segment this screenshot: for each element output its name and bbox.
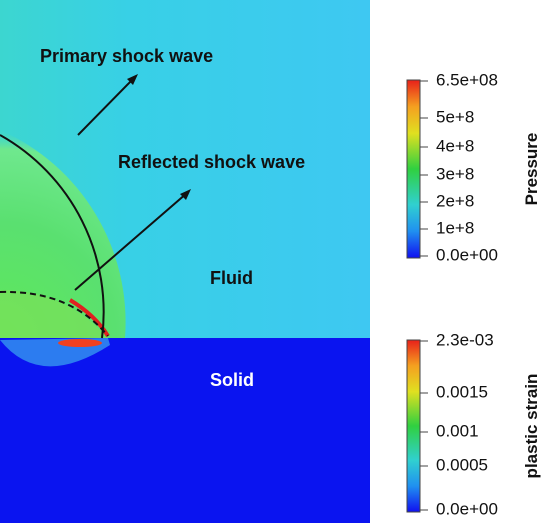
tick-label: 0.0005 xyxy=(436,455,488,474)
colorbar xyxy=(406,79,421,259)
primary-front xyxy=(0,134,105,339)
colorbar-title: plastic strain xyxy=(522,374,541,479)
reflected-region xyxy=(0,290,108,338)
strain-peak xyxy=(58,339,102,347)
colorbar-title: Pressure xyxy=(522,133,541,206)
tick-label: 0.0e+00 xyxy=(436,499,498,518)
arrow-primary xyxy=(77,77,135,136)
arrowhead xyxy=(180,189,191,200)
tick-label: 1e+8 xyxy=(436,218,474,237)
tick-label: 3e+8 xyxy=(436,164,474,183)
tick-label: 5e+8 xyxy=(436,107,474,126)
annotation: Reflected shock wave xyxy=(118,152,305,172)
region-label: Fluid xyxy=(210,268,253,288)
blast-region xyxy=(0,130,126,338)
tick-label: 2.3e-03 xyxy=(436,330,494,349)
colorbar xyxy=(406,339,421,513)
tick-label: 0.0015 xyxy=(436,382,488,401)
simulation-field: Primary shock wave Reflected shock wave … xyxy=(0,0,370,523)
arrowhead xyxy=(127,74,138,85)
reflected-front xyxy=(0,290,109,337)
tick-label: 2e+8 xyxy=(436,191,474,210)
tick-label: 4e+8 xyxy=(436,136,474,155)
region-label: Solid xyxy=(210,370,254,390)
annotation: Primary shock wave xyxy=(40,46,213,66)
hot-front xyxy=(68,298,110,338)
tick-label: 6.5e+08 xyxy=(436,70,498,89)
solid-region xyxy=(0,338,370,523)
arrow-reflected xyxy=(74,192,188,291)
tick-label: 0.0e+00 xyxy=(436,245,498,264)
tick-label: 0.001 xyxy=(436,421,479,440)
